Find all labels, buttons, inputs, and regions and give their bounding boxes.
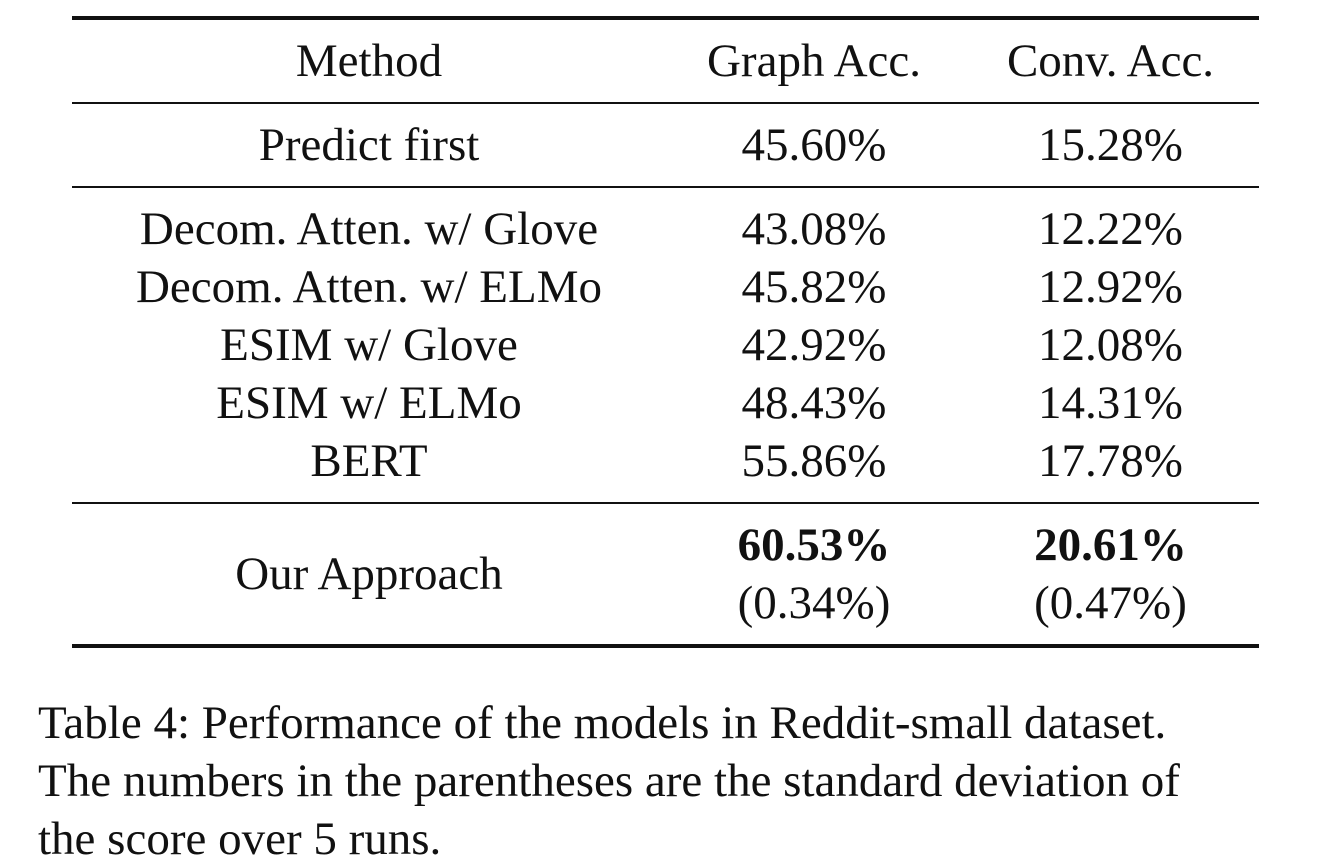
- table-caption: Table 4: Performance of the models in Re…: [38, 694, 1308, 868]
- graph-acc-cell: 55.86%: [741, 435, 887, 487]
- graph-acc-cell: 43.08%: [741, 203, 887, 255]
- conv-acc-std: (0.47%): [1034, 577, 1187, 629]
- table-row-baseline: Predict first 45.60% 15.28%: [72, 103, 1259, 187]
- results-table-container: Method Graph Acc. Conv. Acc. Predict fir…: [72, 16, 1259, 648]
- method-cell: ESIM w/ ELMo: [216, 377, 522, 429]
- table-row: Decom. Atten. w/ Glove 43.08% 12.22%: [72, 187, 1259, 258]
- header-graph-acc: Graph Acc.: [706, 35, 922, 87]
- conv-acc-cell: 14.31%: [1038, 377, 1183, 429]
- method-cell: Decom. Atten. w/ ELMo: [135, 261, 602, 313]
- graph-acc-cell: 60.53% (0.34%): [666, 503, 962, 646]
- caption-line: The numbers in the parentheses are the s…: [38, 755, 1180, 807]
- header-conv-acc: Conv. Acc.: [1006, 35, 1215, 87]
- graph-acc-value: 60.53%: [737, 519, 891, 571]
- method-cell: Decom. Atten. w/ Glove: [139, 203, 599, 255]
- method-cell: BERT: [310, 435, 428, 487]
- conv-acc-cell: 12.08%: [1038, 319, 1183, 371]
- caption-line: Table 4: Performance of the models in Re…: [38, 697, 1167, 749]
- graph-acc-cell: 45.60%: [741, 119, 887, 171]
- method-cell: ESIM w/ Glove: [220, 319, 518, 371]
- method-cell: Our Approach: [235, 548, 503, 600]
- graph-acc-cell: 48.43%: [741, 377, 887, 429]
- table-header-row: Method Graph Acc. Conv. Acc.: [72, 18, 1259, 103]
- conv-acc-cell: 12.22%: [1038, 203, 1183, 255]
- method-cell: Predict first: [258, 119, 480, 171]
- conv-acc-cell: 17.78%: [1038, 435, 1183, 487]
- caption-line: the score over 5 runs.: [38, 813, 442, 865]
- conv-acc-cell: 15.28%: [1038, 119, 1183, 171]
- conv-acc-cell: 20.61% (0.47%): [962, 503, 1259, 646]
- table-row: ESIM w/ ELMo 48.43% 14.31%: [72, 374, 1259, 432]
- table-row-ours: Our Approach 60.53% (0.34%) 20.61% (0.47…: [72, 503, 1259, 646]
- table-row: BERT 55.86% 17.78%: [72, 432, 1259, 503]
- graph-acc-std: (0.34%): [737, 577, 891, 629]
- table-row: ESIM w/ Glove 42.92% 12.08%: [72, 316, 1259, 374]
- header-method: Method: [295, 35, 443, 87]
- graph-acc-cell: 42.92%: [741, 319, 887, 371]
- conv-acc-value: 20.61%: [1034, 519, 1187, 571]
- results-table: Method Graph Acc. Conv. Acc. Predict fir…: [72, 16, 1259, 648]
- conv-acc-cell: 12.92%: [1038, 261, 1183, 313]
- table-row: Decom. Atten. w/ ELMo 45.82% 12.92%: [72, 258, 1259, 316]
- graph-acc-cell: 45.82%: [741, 261, 887, 313]
